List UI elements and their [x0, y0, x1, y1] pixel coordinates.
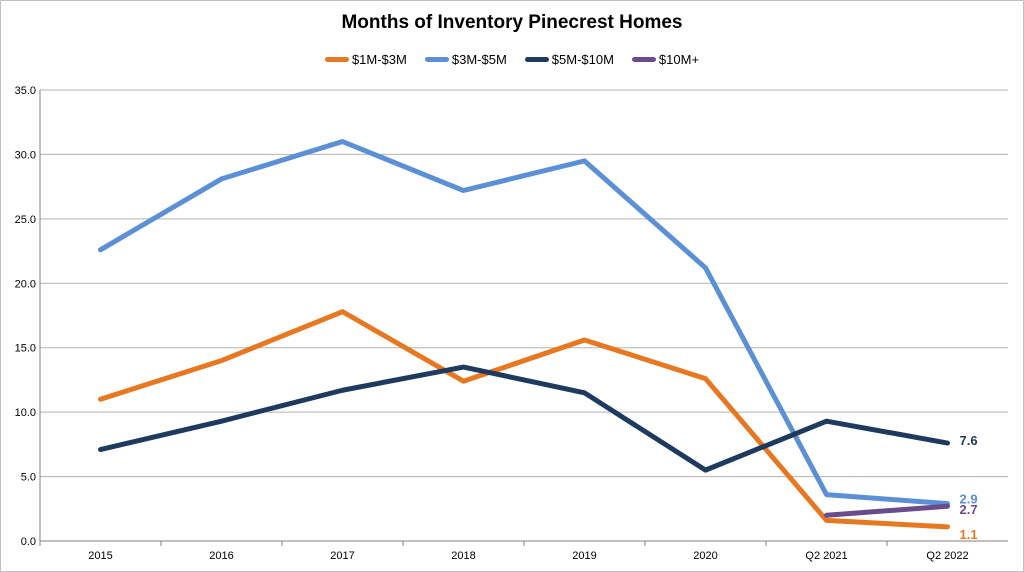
legend-item: $3M-$5M [424, 52, 507, 67]
legend-swatch [424, 57, 449, 62]
legend-label: $5M-$10M [551, 52, 614, 67]
legend-label: $10M+ [658, 52, 700, 67]
grid-lines [39, 89, 1008, 542]
y-tick-label: 25.0 [15, 214, 36, 226]
series-line [824, 503, 950, 518]
legend: $1M-$3M $3M-$5M $5M-$10M $10M+ [0, 52, 1024, 67]
y-tick-label: 5.0 [21, 472, 36, 484]
x-tick-label: 2017 [330, 550, 354, 562]
data-label: 7.6 [960, 433, 978, 448]
chart-title: Months of Inventory Pinecrest Homes [341, 12, 683, 33]
x-tick-label: Q2 2022 [926, 550, 968, 562]
legend-item: $10M+ [631, 52, 700, 67]
y-axis-ticks: 0.0 5.0 10.0 15.0 20.0 25.0 30.0 35.0 [15, 85, 36, 548]
legend-label: $3M-$5M [451, 52, 507, 67]
legend-swatch [631, 57, 656, 62]
y-tick-label: 10.0 [15, 407, 36, 419]
legend-swatch [324, 57, 349, 62]
x-tick-label: Q2 2021 [805, 550, 847, 562]
x-tick-label: 2015 [88, 550, 112, 562]
y-tick-label: 15.0 [15, 343, 36, 355]
x-tick-label: 2018 [451, 550, 475, 562]
legend-swatch [524, 57, 549, 62]
y-tick-label: 35.0 [15, 85, 36, 97]
y-tick-label: 20.0 [15, 278, 36, 290]
x-tick-label: 2016 [209, 550, 233, 562]
x-tick-label: 2019 [572, 550, 596, 562]
series-line [98, 364, 950, 473]
x-tick-label: 2020 [693, 550, 717, 562]
series-line [98, 309, 950, 530]
legend-item: $5M-$10M [524, 52, 614, 67]
series-line [98, 139, 950, 507]
y-tick-label: 30.0 [15, 149, 36, 161]
series-lines [98, 139, 950, 530]
data-label: 2.9 [960, 492, 978, 507]
x-axis-ticks: 2015 2016 2017 2018 2019 2020 Q2 2021 Q2 2022 [39, 541, 969, 562]
end-labels: 1.1 2.9 7.6 2.7 [960, 433, 978, 542]
legend-label: $1M-$3M [351, 52, 407, 67]
data-label: 2.7 [960, 502, 978, 517]
y-tick-label: 0.0 [21, 536, 36, 548]
legend-item: $1M-$3M [324, 52, 407, 67]
data-label: 1.1 [960, 527, 978, 542]
